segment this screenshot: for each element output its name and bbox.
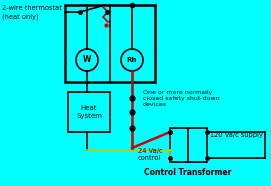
- Text: 24 Va/c
control: 24 Va/c control: [138, 148, 163, 161]
- Text: Heat
System: Heat System: [76, 105, 102, 119]
- Bar: [68, 92, 110, 132]
- Bar: [188, 128, 207, 162]
- Text: Control Transformer: Control Transformer: [144, 168, 232, 177]
- Circle shape: [76, 49, 98, 71]
- Bar: [65, 5, 155, 82]
- Text: 120 Va/c supply: 120 Va/c supply: [210, 132, 263, 138]
- Text: One or more normally
closed safety shut-down
devices: One or more normally closed safety shut-…: [143, 90, 220, 107]
- Text: Rh: Rh: [127, 57, 137, 63]
- Text: W: W: [83, 55, 91, 65]
- Circle shape: [121, 49, 143, 71]
- Bar: [170, 128, 188, 162]
- Text: 2-wire thermostat
(heat only): 2-wire thermostat (heat only): [2, 5, 62, 20]
